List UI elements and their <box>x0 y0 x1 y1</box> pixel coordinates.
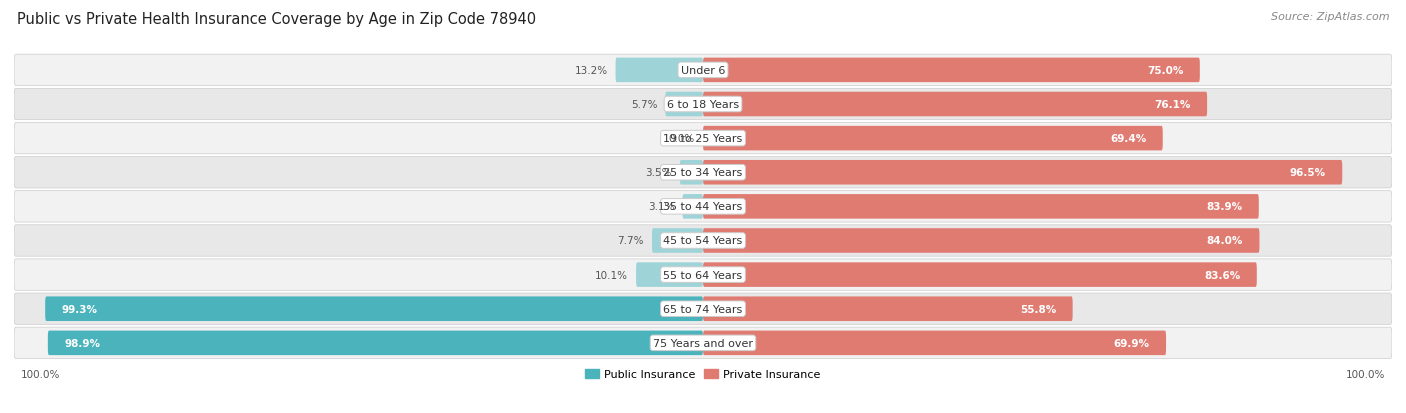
Text: 19 to 25 Years: 19 to 25 Years <box>664 134 742 144</box>
Text: 83.9%: 83.9% <box>1206 202 1243 212</box>
Text: Public vs Private Health Insurance Coverage by Age in Zip Code 78940: Public vs Private Health Insurance Cover… <box>17 12 536 27</box>
FancyBboxPatch shape <box>14 293 1392 325</box>
FancyBboxPatch shape <box>703 126 1163 151</box>
Text: 99.3%: 99.3% <box>62 304 98 314</box>
FancyBboxPatch shape <box>703 263 1257 287</box>
Text: 45 to 54 Years: 45 to 54 Years <box>664 236 742 246</box>
Text: 84.0%: 84.0% <box>1206 236 1243 246</box>
Text: Under 6: Under 6 <box>681 66 725 76</box>
Text: 69.4%: 69.4% <box>1109 134 1146 144</box>
Text: 83.6%: 83.6% <box>1204 270 1240 280</box>
Text: 55.8%: 55.8% <box>1019 304 1056 314</box>
FancyBboxPatch shape <box>14 259 1392 291</box>
FancyBboxPatch shape <box>703 297 1073 321</box>
Text: 6 to 18 Years: 6 to 18 Years <box>666 100 740 110</box>
FancyBboxPatch shape <box>703 59 1199 83</box>
FancyBboxPatch shape <box>45 297 703 321</box>
Text: Source: ZipAtlas.com: Source: ZipAtlas.com <box>1271 12 1389 22</box>
Legend: Public Insurance, Private Insurance: Public Insurance, Private Insurance <box>582 366 824 383</box>
FancyBboxPatch shape <box>48 331 703 355</box>
FancyBboxPatch shape <box>14 89 1392 121</box>
Text: 5.7%: 5.7% <box>631 100 657 110</box>
Text: 3.1%: 3.1% <box>648 202 675 212</box>
Text: 69.9%: 69.9% <box>1114 338 1150 348</box>
FancyBboxPatch shape <box>14 123 1392 154</box>
Text: 55 to 64 Years: 55 to 64 Years <box>664 270 742 280</box>
Text: 65 to 74 Years: 65 to 74 Years <box>664 304 742 314</box>
Text: 75 Years and over: 75 Years and over <box>652 338 754 348</box>
FancyBboxPatch shape <box>636 263 703 287</box>
FancyBboxPatch shape <box>14 55 1392 86</box>
FancyBboxPatch shape <box>703 195 1258 219</box>
FancyBboxPatch shape <box>682 195 703 219</box>
FancyBboxPatch shape <box>681 161 703 185</box>
Text: 76.1%: 76.1% <box>1154 100 1191 110</box>
FancyBboxPatch shape <box>652 229 703 253</box>
Text: 25 to 34 Years: 25 to 34 Years <box>664 168 742 178</box>
Text: 96.5%: 96.5% <box>1289 168 1326 178</box>
FancyBboxPatch shape <box>616 59 703 83</box>
FancyBboxPatch shape <box>703 229 1260 253</box>
Text: 35 to 44 Years: 35 to 44 Years <box>664 202 742 212</box>
Text: 0.0%: 0.0% <box>669 134 695 144</box>
FancyBboxPatch shape <box>665 93 703 117</box>
Text: 98.9%: 98.9% <box>65 338 100 348</box>
Text: 3.5%: 3.5% <box>645 168 672 178</box>
Text: 13.2%: 13.2% <box>575 66 607 76</box>
FancyBboxPatch shape <box>14 191 1392 223</box>
FancyBboxPatch shape <box>703 331 1166 355</box>
FancyBboxPatch shape <box>703 161 1343 185</box>
FancyBboxPatch shape <box>14 328 1392 358</box>
FancyBboxPatch shape <box>14 157 1392 188</box>
Text: 7.7%: 7.7% <box>617 236 644 246</box>
Text: 10.1%: 10.1% <box>595 270 628 280</box>
FancyBboxPatch shape <box>14 225 1392 256</box>
Text: 75.0%: 75.0% <box>1147 66 1184 76</box>
FancyBboxPatch shape <box>703 93 1208 117</box>
